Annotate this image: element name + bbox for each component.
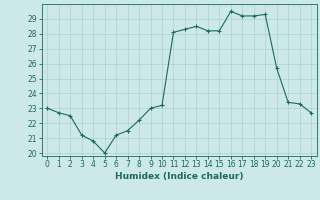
X-axis label: Humidex (Indice chaleur): Humidex (Indice chaleur) <box>115 172 244 181</box>
